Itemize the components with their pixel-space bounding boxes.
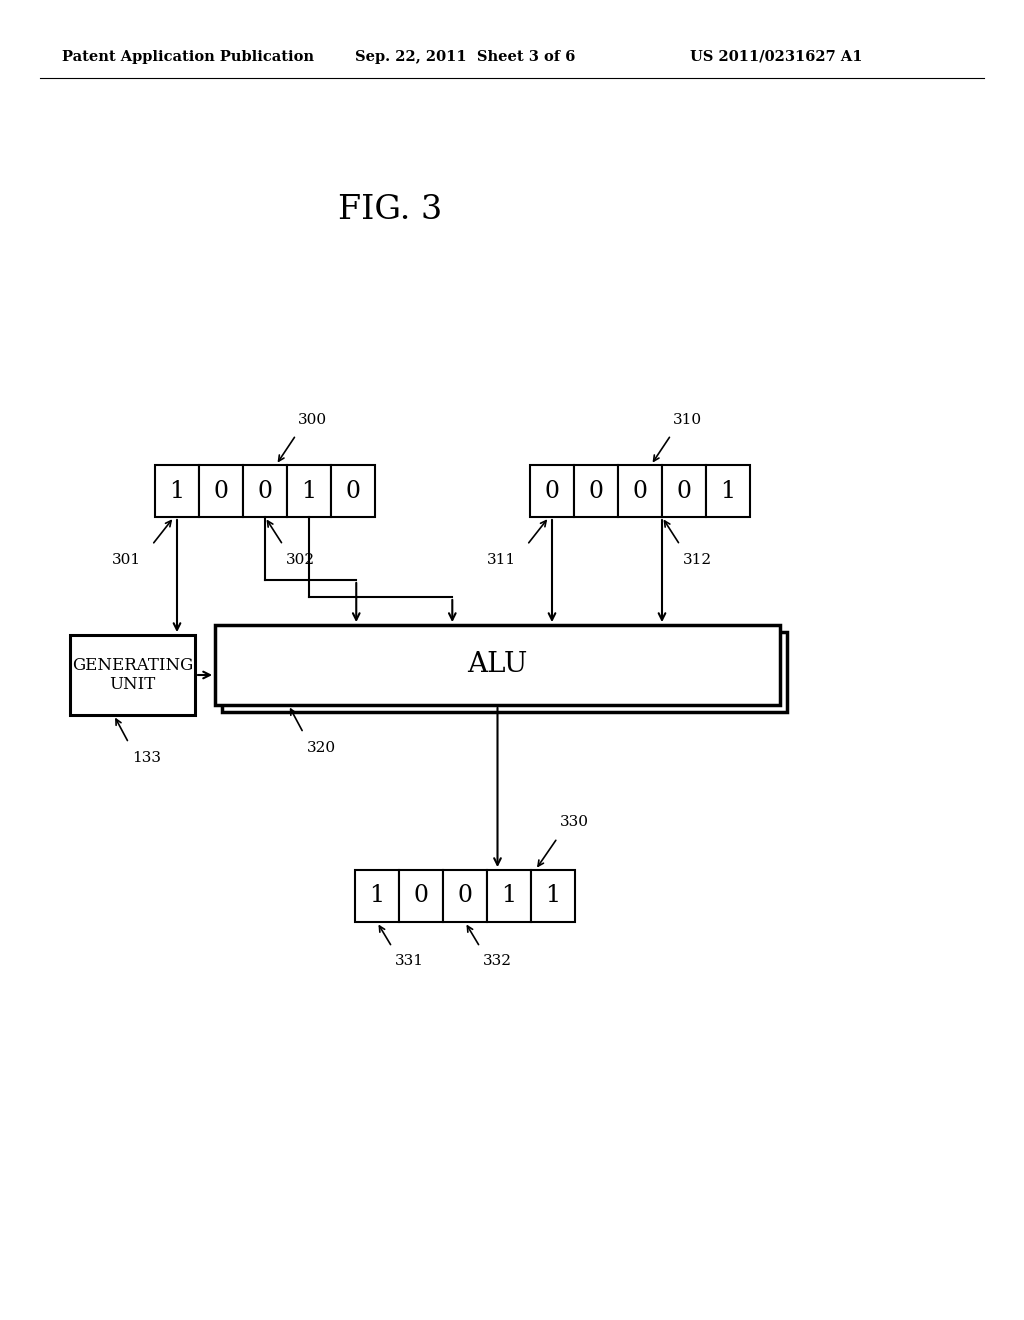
Text: 302: 302	[286, 553, 315, 568]
Text: Patent Application Publication: Patent Application Publication	[62, 50, 314, 63]
Text: 0: 0	[633, 479, 647, 503]
Bar	[443, 870, 487, 921]
Bar	[706, 465, 750, 517]
Text: 0: 0	[213, 479, 228, 503]
Text: 311: 311	[487, 553, 516, 568]
Bar	[331, 465, 375, 517]
Bar	[355, 870, 399, 921]
Text: 0: 0	[677, 479, 691, 503]
Text: 1: 1	[301, 479, 316, 503]
Text: 1: 1	[546, 884, 560, 908]
Bar	[530, 465, 574, 517]
Text: GENERATING
UNIT: GENERATING UNIT	[72, 657, 194, 693]
Bar	[287, 465, 331, 517]
Text: 301: 301	[112, 553, 141, 568]
Bar	[399, 870, 443, 921]
Bar	[531, 870, 575, 921]
Text: FIG. 3: FIG. 3	[338, 194, 442, 226]
Text: 0: 0	[458, 884, 472, 908]
Text: 312: 312	[683, 553, 712, 568]
Bar	[487, 870, 531, 921]
Text: 0: 0	[257, 479, 272, 503]
Bar	[155, 465, 199, 517]
Bar	[662, 465, 706, 517]
Bar	[215, 624, 780, 705]
Text: 320: 320	[306, 741, 336, 755]
Text: 310: 310	[673, 413, 702, 426]
Text: Sep. 22, 2011  Sheet 3 of 6: Sep. 22, 2011 Sheet 3 of 6	[355, 50, 575, 63]
Text: 133: 133	[132, 751, 161, 766]
Text: 331: 331	[395, 954, 424, 968]
Bar	[199, 465, 243, 517]
Bar	[222, 632, 787, 711]
Text: 1: 1	[721, 479, 735, 503]
Text: 0: 0	[545, 479, 559, 503]
Bar	[574, 465, 618, 517]
Text: 1: 1	[169, 479, 184, 503]
Text: US 2011/0231627 A1: US 2011/0231627 A1	[690, 50, 862, 63]
Text: 300: 300	[298, 413, 327, 426]
Text: 0: 0	[414, 884, 428, 908]
Text: 1: 1	[370, 884, 385, 908]
Text: ALU: ALU	[467, 652, 527, 678]
Text: 0: 0	[345, 479, 360, 503]
Text: 332: 332	[483, 954, 512, 968]
Bar	[243, 465, 287, 517]
Bar	[70, 635, 195, 715]
Text: 1: 1	[502, 884, 516, 908]
Text: 330: 330	[559, 814, 589, 829]
Bar	[618, 465, 662, 517]
Text: 0: 0	[589, 479, 603, 503]
